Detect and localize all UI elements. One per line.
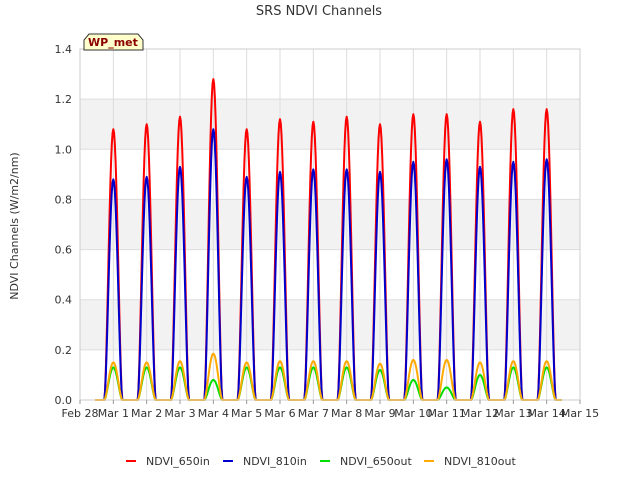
y-axis-ticks: 0.0 0.2 0.4 0.6 0.8 1.0 1.2 1.4 [55, 43, 73, 407]
legend-label: NDVI_650in [146, 455, 210, 468]
grid-band [80, 99, 580, 150]
chart-title: SRS NDVI Channels [256, 4, 382, 19]
y-tick-label: 1.4 [55, 43, 73, 56]
x-tick-label: Mar 15 [561, 407, 599, 420]
y-tick-label: 1.2 [55, 93, 73, 106]
x-tick-label: Mar 11 [428, 407, 466, 420]
x-tick-label: Mar 13 [494, 407, 532, 420]
x-tick-label: Mar 14 [528, 407, 566, 420]
y-tick-label: 0.6 [55, 244, 73, 257]
annotation-tag: WP_met [83, 33, 144, 51]
plot-area [80, 49, 580, 400]
x-tick-label: Mar 12 [461, 407, 499, 420]
grid-band [80, 299, 580, 350]
y-tick-label: 1.0 [55, 143, 73, 156]
y-tick-label: 0.0 [55, 394, 73, 407]
y-tick-label: 0.4 [55, 294, 73, 307]
annotation-text: WP_met [88, 36, 138, 49]
grid-band [80, 199, 580, 250]
x-tick-label: Feb 28 [62, 407, 99, 420]
x-tick-label: Mar 9 [364, 407, 395, 420]
x-tick-label: Mar 2 [131, 407, 162, 420]
legend: NDVI_650in NDVI_810in NDVI_650out NDVI_810o… [126, 455, 516, 468]
x-tick-label: Mar 4 [198, 407, 229, 420]
x-tick-label: Mar 8 [331, 407, 362, 420]
legend-label: NDVI_650out [340, 455, 412, 468]
annotation-box [83, 33, 144, 51]
x-tick-label: Mar 3 [164, 407, 195, 420]
legend-label: NDVI_810in [243, 455, 307, 468]
y-tick-label: 0.8 [55, 193, 73, 206]
y-tick-label: 0.2 [55, 344, 73, 357]
x-tick-label: Mar 7 [298, 407, 329, 420]
plot-border [79, 48, 581, 401]
x-axis-ticks: Feb 28 Mar 1 Mar 2 Mar 3 Mar 4 Mar 5 Mar 6 Mar … [62, 400, 599, 420]
legend-label: NDVI_810out [444, 455, 516, 468]
y-axis-label: NDVI Channels (W/m2/nm) [8, 152, 21, 299]
x-tick-label: Mar 1 [98, 407, 129, 420]
x-tick-label: Mar 6 [264, 407, 295, 420]
plot-frame [79, 48, 581, 401]
x-tick-label: Mar 10 [394, 407, 432, 420]
x-tick-label: Mar 5 [231, 407, 262, 420]
